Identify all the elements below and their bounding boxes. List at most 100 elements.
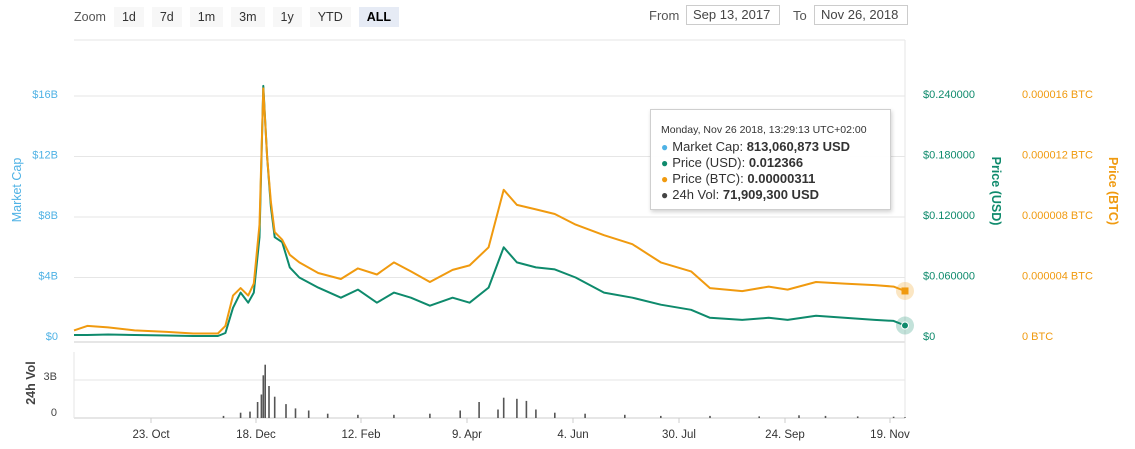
volume-bar [264, 364, 266, 418]
volume-bar [824, 415, 827, 418]
volume-bar [294, 408, 297, 418]
x-tick-label: 23. Oct [132, 429, 170, 441]
volume-tick-label: 0 [51, 407, 57, 419]
zoom-all-button[interactable]: ALL [358, 7, 400, 27]
axis-labels: $0 $4B $8B $12B $16B Market Cap $0 $0.060000 $0.… [10, 89, 1120, 441]
price-usd-tick-label: $0.060000 [923, 271, 975, 283]
volume-bar [525, 400, 528, 418]
tooltip-row-price-btc: ● Price (BTC): 0.00000311 [661, 171, 880, 187]
tooltip-label: Price (BTC): [672, 171, 744, 186]
market-cap-tick-label: $8B [38, 210, 58, 222]
volume-bar [285, 404, 287, 418]
volume-bar [554, 412, 556, 418]
tooltip-value: 0.00000311 [747, 171, 816, 186]
range-to-label: To [793, 8, 807, 23]
price-btc-line [73, 87, 906, 335]
volume-dot-icon: ● [661, 188, 669, 202]
volume-bar [535, 409, 537, 418]
zoom-3m-button[interactable]: 3m [231, 7, 265, 27]
zoom-1m-button[interactable]: 1m [189, 7, 224, 27]
tooltip-value: 0.012366 [748, 155, 804, 170]
volume-bar [273, 396, 276, 418]
market-cap-axis-title: Market Cap [10, 158, 24, 223]
market-cap-tick-label: $4B [38, 271, 58, 283]
volume-bar [239, 412, 242, 418]
volume-bar [260, 394, 263, 418]
markers [896, 281, 914, 335]
price-usd-dot-icon: ● [661, 156, 669, 170]
market-cap-tick-label: $16B [32, 89, 58, 101]
volume-bar [892, 416, 895, 418]
price-btc-tick-label: 0 BTC [1022, 331, 1053, 343]
x-tick-label: 30. Jul [662, 429, 696, 441]
price-btc-tick-label: 0.000008 BTC [1022, 210, 1093, 222]
price-usd-tick-label: $0.180000 [923, 150, 975, 162]
volume-layer [222, 364, 906, 418]
range-from-input[interactable]: Sep 13, 2017 [686, 5, 780, 25]
volume-bar [502, 397, 505, 418]
range-to-input[interactable]: Nov 26, 2018 [814, 5, 908, 25]
price-usd-line [74, 84, 906, 337]
volume-bar [798, 415, 800, 418]
volume-bar [326, 413, 329, 418]
zoom-bar: Zoom 1d 7d 1m 3m 1y YTD ALL [74, 6, 407, 28]
zoom-1y-button[interactable]: 1y [272, 7, 302, 27]
grid-lines [73, 39, 906, 423]
volume-bar [584, 413, 586, 418]
volume-bar [516, 398, 518, 418]
tooltip-date: Monday, Nov 26 2018, 13:29:13 UTC+02:00 [661, 124, 867, 136]
tooltip-row-price-usd: ● Price (USD): 0.012366 [661, 155, 880, 171]
price-usd-tick-label: $0.240000 [923, 89, 975, 101]
volume-bar [262, 375, 265, 418]
zoom-7d-button[interactable]: 7d [151, 7, 182, 27]
volume-bar [624, 414, 626, 418]
x-tick-label: 24. Sep [765, 429, 805, 441]
tooltip-label: Market Cap: [672, 139, 744, 154]
price-btc-tick-label: 0.000012 BTC [1022, 150, 1093, 162]
tooltip-value: 71,909,300 USD [722, 187, 819, 202]
volume-bar [393, 414, 395, 418]
price-usd-axis-title: Price (USD) [989, 157, 1003, 226]
price-btc-axis-title: Price (BTC) [1106, 157, 1120, 225]
volume-axis-title: 24h Vol [24, 361, 38, 405]
volume-bar [497, 409, 499, 418]
x-tick-label: 4. Jun [557, 429, 588, 441]
tooltip-row-volume: ● 24h Vol: 71,909,300 USD [661, 187, 880, 203]
x-tick-label: 19. Nov [870, 429, 910, 441]
x-tick-label: 9. Apr [452, 429, 482, 441]
volume-bar [268, 386, 270, 418]
volume-bar [904, 417, 906, 418]
market-cap-tick-label: $0 [46, 331, 58, 343]
market-cap-dot-icon: ● [661, 140, 669, 154]
volume-tick-label: 3B [44, 371, 57, 383]
zoom-ytd-button[interactable]: YTD [309, 7, 351, 27]
volume-bar [256, 402, 259, 418]
volume-bar [709, 415, 711, 418]
price-usd-tick-label: $0 [923, 331, 935, 343]
tooltip-label: Price (USD): [672, 155, 746, 170]
volume-bar [660, 415, 662, 418]
volume-bar [459, 410, 461, 418]
tooltip-row-market-cap: ● Market Cap: 813,060,873 USD [661, 139, 880, 155]
chart-tooltip: Monday, Nov 26 2018, 13:29:13 UTC+02:00 … [650, 109, 891, 210]
price-btc-hover-marker [901, 287, 909, 295]
series-layer [73, 84, 906, 337]
zoom-1d-button[interactable]: 1d [113, 7, 144, 27]
volume-bar [478, 402, 480, 418]
price-btc-tick-label: 0.000004 BTC [1022, 271, 1093, 283]
price-usd-hover-marker [901, 321, 909, 330]
x-tick-label: 12. Feb [342, 429, 381, 441]
x-tick-label: 18. Dec [236, 429, 276, 441]
volume-bar [429, 413, 431, 418]
market-cap-tick-label: $12B [32, 150, 58, 162]
price-btc-tick-label: 0.000016 BTC [1022, 89, 1093, 101]
volume-bar [249, 411, 251, 418]
volume-bar [222, 415, 225, 418]
volume-bar [856, 416, 859, 418]
tooltip-value: 813,060,873 USD [746, 139, 851, 154]
price-usd-tick-label: $0.120000 [923, 210, 975, 222]
volume-bar [758, 416, 760, 418]
range-from-label: From [649, 8, 680, 23]
zoom-label: Zoom [74, 10, 106, 24]
